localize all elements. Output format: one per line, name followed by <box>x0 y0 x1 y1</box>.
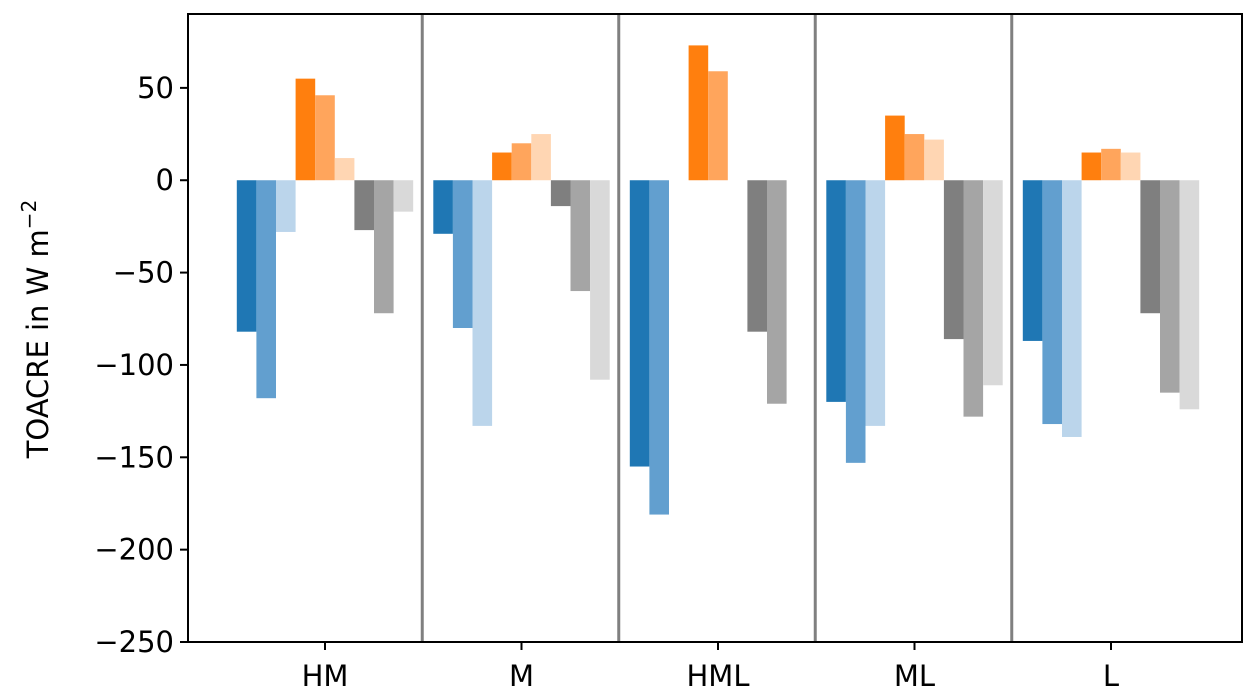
bar-m-5 <box>511 143 532 181</box>
bar-ml-4 <box>885 115 905 181</box>
bar-hm-4 <box>295 78 316 181</box>
bar-hml-7 <box>747 180 767 332</box>
x-tick-label-hml: HML <box>687 659 750 693</box>
y-tick-label: 50 <box>137 71 174 105</box>
plot-frame <box>187 13 1243 643</box>
axes-group <box>187 13 1243 643</box>
x-ticks-group: HM M HML ML L <box>302 642 1119 693</box>
bar-l-8 <box>1160 180 1180 393</box>
bar-m-2 <box>452 180 473 328</box>
bar-m-4 <box>492 152 512 181</box>
y-tick-label: −50 <box>113 256 174 290</box>
bar-hm-9 <box>393 180 414 212</box>
bar-l-4 <box>1081 152 1102 181</box>
bar-m-8 <box>570 180 591 292</box>
bar-l-2 <box>1042 180 1062 425</box>
bar-hml-4 <box>688 45 709 181</box>
bar-ml-2 <box>845 180 866 463</box>
bar-ml-8 <box>963 180 984 417</box>
bar-ml-9 <box>983 180 1003 386</box>
bar-m-3 <box>472 180 493 426</box>
bar-hm-6 <box>334 158 355 181</box>
bar-m-9 <box>590 180 610 380</box>
x-tick-label-l: L <box>1103 659 1119 693</box>
y-axis-title: TOACRE in W m−2 <box>17 200 55 460</box>
bar-hm-1 <box>236 180 257 332</box>
bar-hm-5 <box>315 95 335 181</box>
y-axis-title-text: TOACRE in W m <box>21 229 55 459</box>
category-separators <box>420 14 1014 642</box>
bar-hml-8 <box>767 180 787 404</box>
y-ticks-group: 50 0 −50 −100 −150 −200 −250 <box>94 71 188 659</box>
bar-m-6 <box>531 134 551 181</box>
bar-hml-5 <box>708 71 728 181</box>
bar-l-3 <box>1062 180 1082 437</box>
y-tick-label: 0 <box>156 163 174 197</box>
bar-hm-8 <box>374 180 394 314</box>
bar-hm-2 <box>256 180 276 399</box>
bar-l-9 <box>1179 180 1200 410</box>
y-tick-label: −250 <box>94 625 174 659</box>
bar-hml-1 <box>629 180 650 467</box>
bar-ml-6 <box>924 139 944 181</box>
bars-group <box>236 45 1200 515</box>
bar-ml-7 <box>943 180 964 340</box>
bar-hml-2 <box>649 180 669 515</box>
y-tick-label: −200 <box>94 533 174 567</box>
y-tick-label: −150 <box>94 440 174 474</box>
bar-ml-1 <box>826 180 846 402</box>
bar-m-1 <box>433 180 453 234</box>
y-axis-title-superscript: −2 <box>17 200 41 229</box>
x-tick-label-hm: HM <box>302 659 349 693</box>
x-tick-label-m: M <box>509 659 534 693</box>
bar-l-7 <box>1140 180 1160 314</box>
bar-ml-3 <box>865 180 886 426</box>
bar-hm-3 <box>276 180 296 232</box>
x-tick-label-ml: ML <box>894 659 935 693</box>
bar-hm-7 <box>354 180 374 231</box>
bar-m-7 <box>550 180 571 207</box>
bar-l-5 <box>1101 148 1121 181</box>
bar-ml-5 <box>904 134 925 181</box>
y-tick-label: −100 <box>94 348 174 382</box>
bar-l-1 <box>1022 180 1043 341</box>
bar-l-6 <box>1120 152 1141 181</box>
